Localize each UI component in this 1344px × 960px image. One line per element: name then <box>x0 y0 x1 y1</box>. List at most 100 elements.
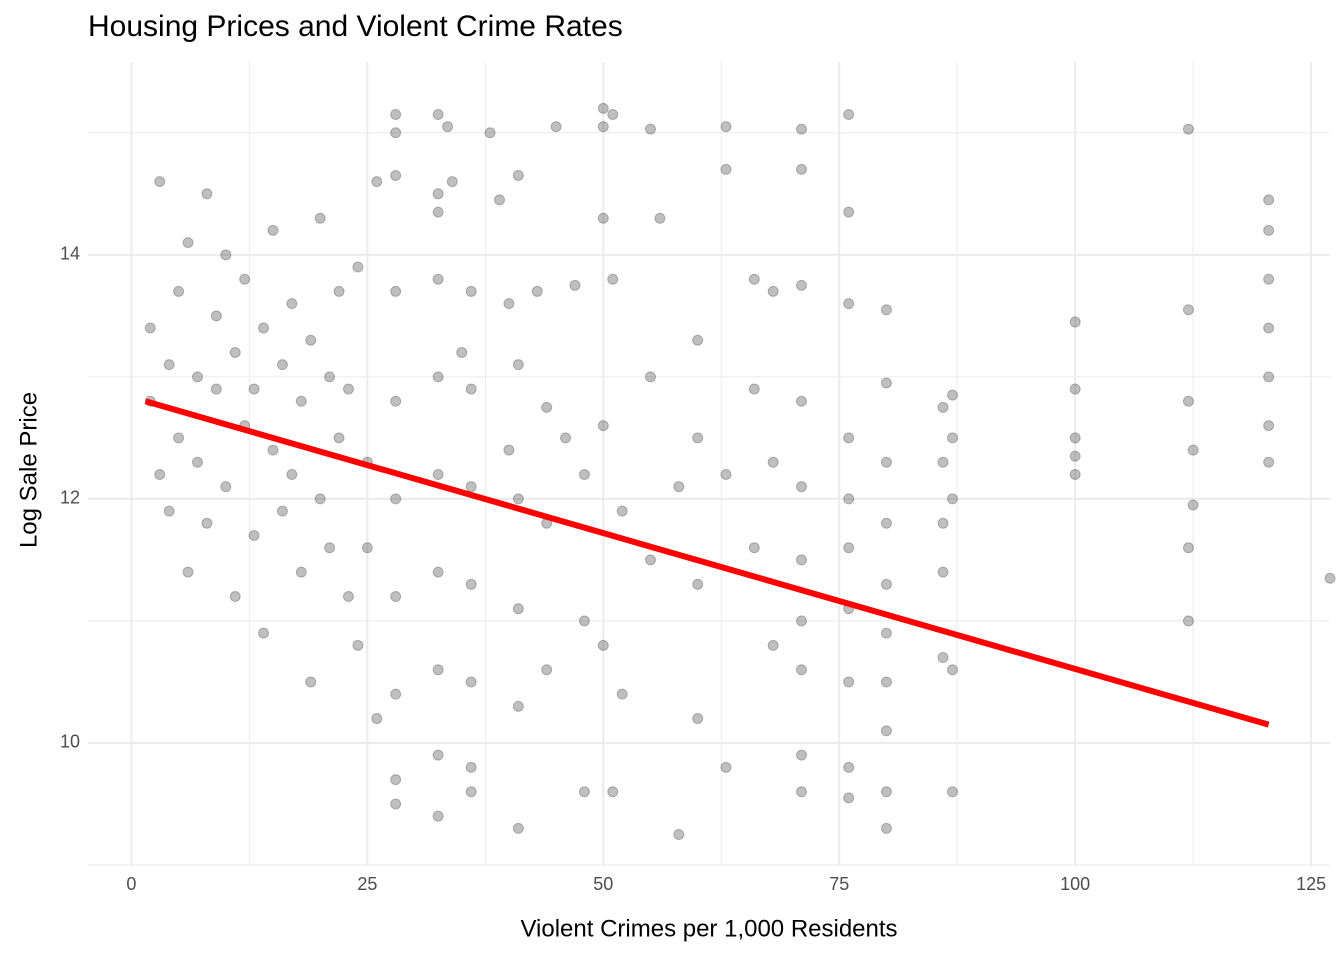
point <box>432 371 444 383</box>
point <box>795 786 807 798</box>
point <box>1263 194 1275 206</box>
point <box>371 176 383 188</box>
x-tick-label: 75 <box>829 874 849 894</box>
point <box>432 468 444 480</box>
point <box>295 566 307 578</box>
point <box>432 664 444 676</box>
fit-line <box>144 398 1270 728</box>
point <box>541 664 553 676</box>
point <box>1182 542 1194 554</box>
point <box>720 468 732 480</box>
y-axis-label: Log Sale Price <box>15 392 42 548</box>
point <box>880 676 892 688</box>
point <box>880 725 892 737</box>
point <box>432 108 444 120</box>
point <box>173 432 185 444</box>
point <box>597 639 609 651</box>
point <box>560 432 572 444</box>
point <box>324 371 336 383</box>
point <box>795 481 807 493</box>
point <box>432 188 444 200</box>
point <box>597 212 609 224</box>
point <box>795 749 807 761</box>
point <box>248 530 260 542</box>
point <box>795 123 807 135</box>
point <box>465 481 477 493</box>
point <box>390 688 402 700</box>
point <box>597 420 609 432</box>
point <box>946 493 958 505</box>
point <box>314 493 326 505</box>
point <box>720 163 732 175</box>
point <box>191 456 203 468</box>
point <box>173 285 185 297</box>
point <box>607 108 619 120</box>
point <box>597 121 609 133</box>
point <box>673 481 685 493</box>
point <box>946 432 958 444</box>
point <box>390 108 402 120</box>
point <box>795 395 807 407</box>
point <box>937 456 949 468</box>
point <box>286 298 298 310</box>
point <box>1069 468 1081 480</box>
point <box>305 334 317 346</box>
point <box>597 102 609 114</box>
point <box>390 774 402 786</box>
point <box>314 212 326 224</box>
point <box>843 298 855 310</box>
point <box>654 212 666 224</box>
point <box>880 822 892 834</box>
point <box>767 285 779 297</box>
point <box>644 123 656 135</box>
point <box>1182 304 1194 316</box>
point <box>1069 383 1081 395</box>
point <box>305 676 317 688</box>
point <box>390 798 402 810</box>
point <box>248 383 260 395</box>
point <box>432 810 444 822</box>
point <box>1263 273 1275 285</box>
point <box>390 285 402 297</box>
point <box>465 578 477 590</box>
x-tick-label: 125 <box>1296 874 1326 894</box>
point <box>1182 615 1194 627</box>
point <box>692 432 704 444</box>
point <box>692 713 704 725</box>
y-tick-label: 12 <box>60 488 80 508</box>
point <box>465 676 477 688</box>
point <box>361 542 373 554</box>
point <box>616 505 628 517</box>
point <box>144 322 156 334</box>
point <box>946 786 958 798</box>
point <box>937 401 949 413</box>
point <box>937 566 949 578</box>
point <box>512 359 524 371</box>
point <box>465 383 477 395</box>
point <box>1263 420 1275 432</box>
point <box>295 395 307 407</box>
point <box>578 615 590 627</box>
point <box>880 456 892 468</box>
point <box>720 121 732 133</box>
point <box>1324 572 1336 584</box>
point <box>946 389 958 401</box>
point <box>229 346 241 358</box>
ticks: 0 25 50 75 100 125 10 12 14 <box>60 244 1326 894</box>
point <box>390 591 402 603</box>
point <box>229 591 241 603</box>
point <box>267 444 279 456</box>
point <box>456 346 468 358</box>
point <box>258 627 270 639</box>
point <box>432 273 444 285</box>
grid <box>88 62 1330 866</box>
point <box>484 127 496 139</box>
point <box>795 163 807 175</box>
point <box>1263 371 1275 383</box>
point <box>512 603 524 615</box>
point <box>531 285 543 297</box>
point <box>276 359 288 371</box>
point <box>673 828 685 840</box>
point <box>1187 499 1199 511</box>
